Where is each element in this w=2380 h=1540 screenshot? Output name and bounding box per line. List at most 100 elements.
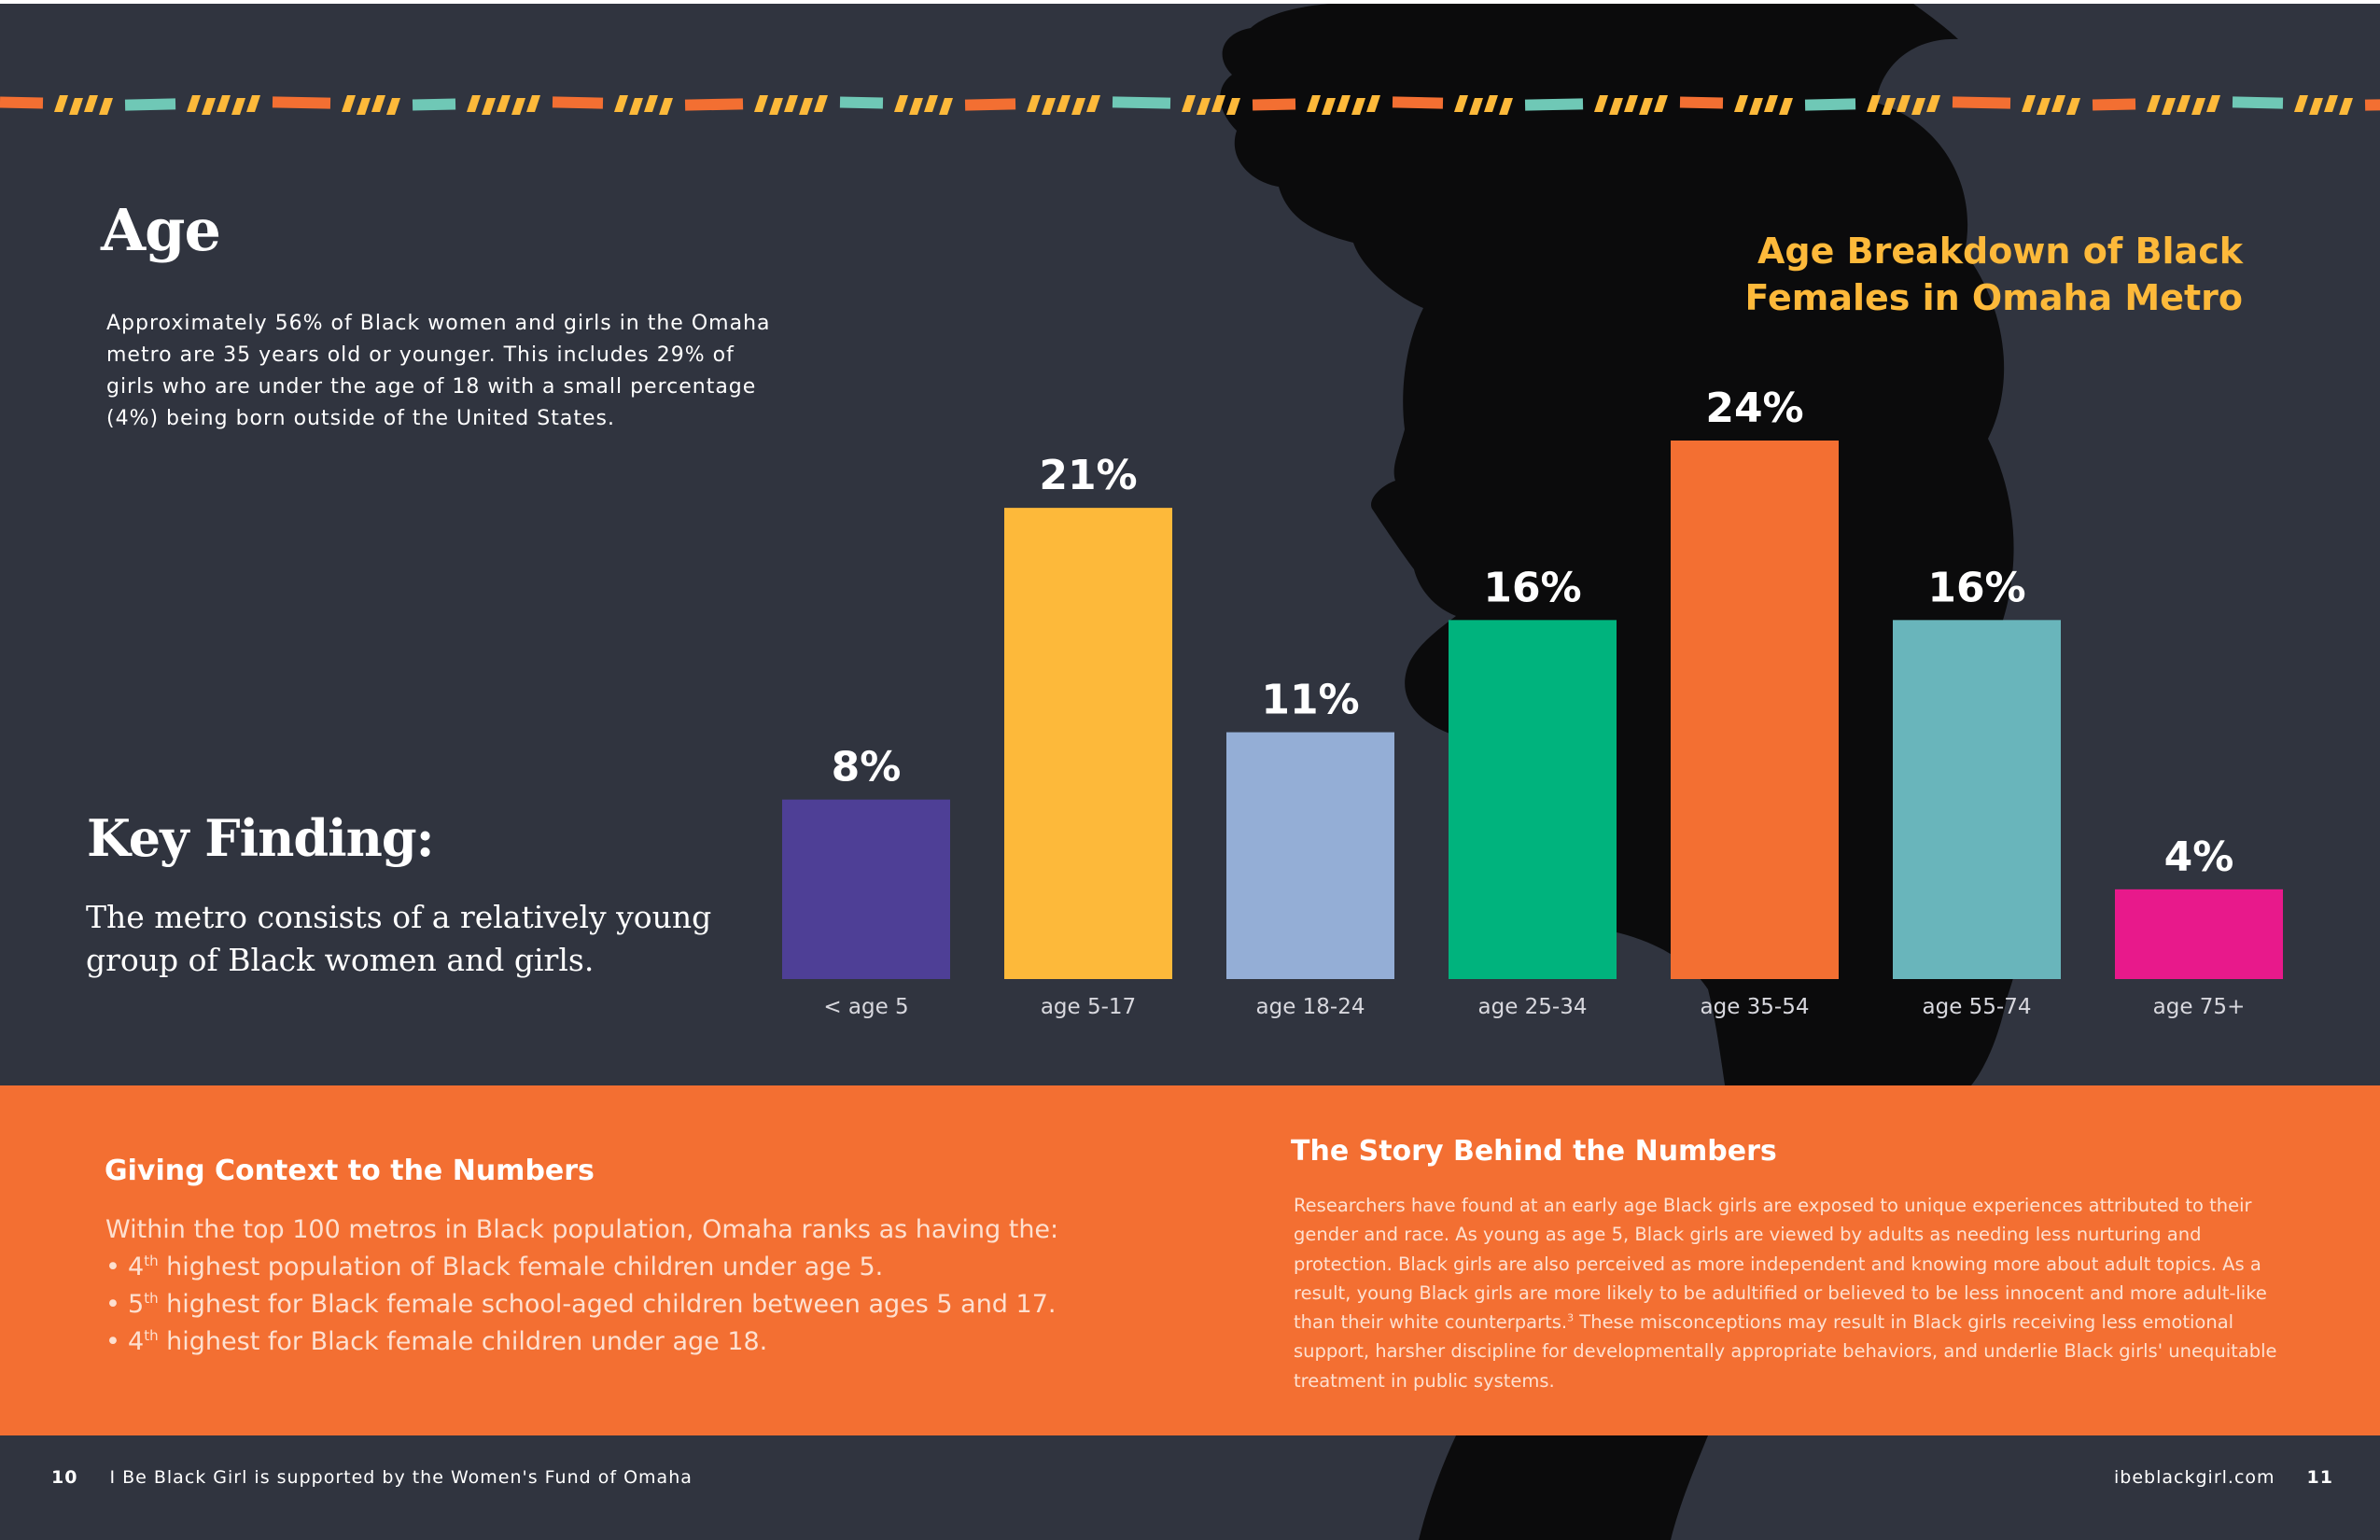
decor-block [1112,96,1171,109]
decor-dash [1882,98,1896,115]
decor-dash [1322,98,1336,115]
decor-dash [1749,98,1763,115]
age-bar-chart: 8% < age 5 21% age 5-17 11% age 18-24 16% age 2… [782,385,2283,1019]
decor-dash [769,98,783,115]
decor-block [1524,98,1584,111]
category-label: < age 5 [823,995,908,1019]
decor-dash [1926,95,1940,112]
page-number-left: 10 [51,1467,78,1488]
footnote-marker: 3 [1567,1311,1575,1324]
bar-value-label: 4% [2164,833,2234,881]
decor-dash [1042,98,1056,115]
decor-dash [467,95,481,112]
key-finding-heading: Key Finding: [87,808,435,868]
decor-dash [1197,98,1211,115]
category-label: age 55-74 [1923,995,2032,1019]
decor-block [1252,98,1296,111]
decor-dash [2051,95,2065,112]
story-heading: The Story Behind the Numbers [1291,1135,1777,1168]
decor-dash [1469,98,1483,115]
decor-dash [909,98,923,115]
decor-dash [1307,95,1321,112]
decor-dash [497,95,511,112]
decor-dash [1609,98,1623,115]
footer-credit: I Be Black Girl is supported by the Wome… [109,1467,693,1488]
decor-dash [894,95,908,112]
context-list: 4th highest population of Black female c… [105,1249,1179,1361]
category-label: age 25-34 [1478,995,1588,1019]
decor-dash [799,98,813,115]
decor-block [272,96,331,109]
bar-age-75 [2115,889,2283,979]
decor-dash [1211,95,1225,112]
age-paragraph: Approximately 56% of Black women and gir… [106,312,771,430]
footer-left: 10 I Be Black Girl is supported by the Wo… [51,1467,693,1488]
bar-age-35-54 [1671,441,1839,979]
category-label: age 35-54 [1701,995,1810,1019]
decor-dash [246,95,260,112]
decor-dash [231,98,245,115]
decor-dash [2206,95,2220,112]
bar-age-5-17 [1004,508,1172,979]
decor-dash [1897,95,1911,112]
decor-dash [2037,98,2051,115]
decor-dash [1499,98,1513,115]
footer-website: ibeblackgirl.com [2114,1467,2275,1488]
decor-dash [1867,95,1881,112]
bar-value-label: 21% [1039,452,1137,499]
decor-dash [784,95,798,112]
decor-dash [54,95,68,112]
decor-dash [629,98,643,115]
decor-dash [2191,98,2205,115]
decor-block [964,98,1016,111]
context-list-item: 5th highest for Black female school-aged… [105,1286,1179,1323]
decor-dash [1624,95,1638,112]
category-label: age 5-17 [1041,995,1136,1019]
decor-dash [1454,95,1468,112]
bar-age-25-34 [1449,620,1617,979]
decor-dash [69,98,83,115]
decor-dash [814,95,828,112]
decor-block [839,96,884,109]
decor-dash [1351,98,1365,115]
decor-dash [1639,98,1653,115]
decor-block [2092,98,2136,111]
decorative-pattern-border [0,95,2380,115]
page-number-right: 11 [2306,1467,2333,1488]
bar-age-18-24 [1226,732,1394,979]
context-list-item: 4th highest for Black female children un… [105,1323,1179,1361]
decor-dash [187,95,201,112]
bar-age-55-74 [1893,620,2061,979]
decor-block [0,96,44,109]
decor-dash [1226,98,1240,115]
key-finding-text: The metro consists of a relatively young… [86,899,712,978]
decor-dash [1911,98,1925,115]
decor-block [1392,96,1444,109]
decor-dash [2177,95,2191,112]
decor-dash [386,98,400,115]
decor-dash [2309,98,2323,115]
decor-dash [1484,95,1498,112]
decor-dash [482,98,496,115]
age-heading: Age [101,196,221,264]
decor-block [1804,98,1856,111]
decor-dash [371,95,385,112]
decor-dash [1779,98,1793,115]
decor-block [1952,96,2011,109]
decor-block [1679,96,1724,109]
decor-dash [939,98,953,115]
decor-block [2364,98,2380,111]
decor-dash [754,95,768,112]
decor-dash [84,95,98,112]
decor-dash [1057,95,1071,112]
decor-dash [2339,98,2353,115]
bar-value-label: 24% [1705,385,1803,432]
bar-age-5 [782,799,950,979]
decor-dash [1086,95,1100,112]
bar-value-label: 8% [832,744,902,791]
decor-dash [2022,95,2036,112]
decor-dash [1654,95,1668,112]
decor-dash [659,98,673,115]
decor-dash [1734,95,1748,112]
decor-dash [1366,95,1380,112]
